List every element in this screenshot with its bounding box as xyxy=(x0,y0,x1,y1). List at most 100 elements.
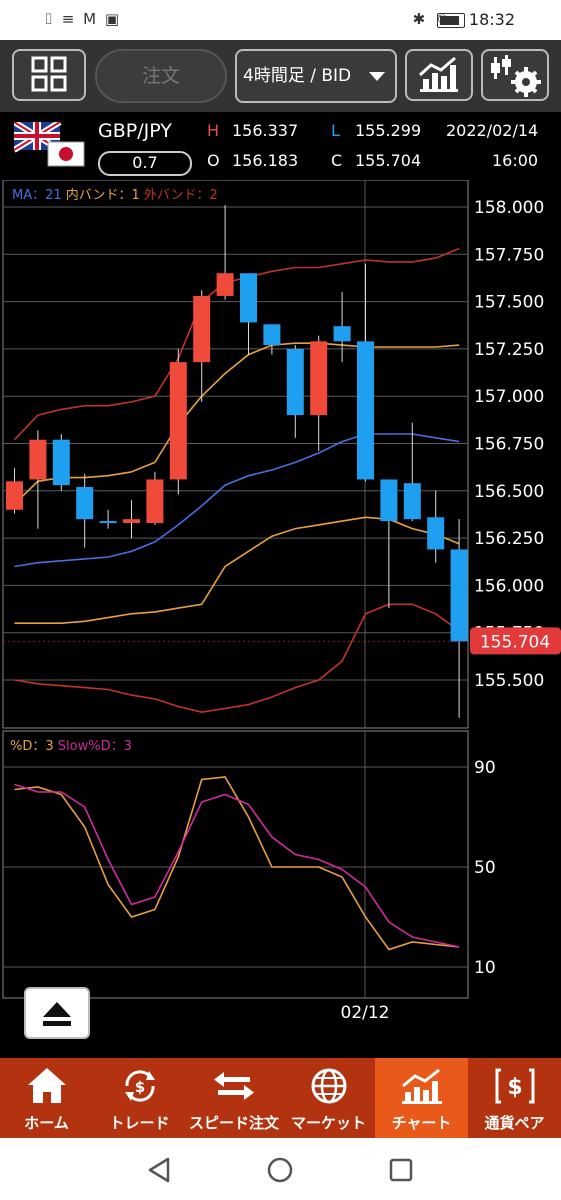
low-value: 155.299 xyxy=(355,121,422,140)
svg-text:$: $ xyxy=(135,1078,145,1096)
notification-icons: ⌷ ≡ M ▣ xyxy=(44,10,121,28)
candle-body xyxy=(146,479,164,523)
inner-band-legend: 内バンド：1 xyxy=(65,188,140,203)
chart-settings-icon xyxy=(491,55,541,97)
nav-currency-pair-label: 通貨ペア xyxy=(484,1114,545,1132)
nav-home-label: ホーム xyxy=(24,1114,69,1132)
main-panel-frame xyxy=(2,179,469,729)
top-toolbar: 注文 4時間足 / BID xyxy=(0,40,561,112)
speed-order-icon xyxy=(214,1072,254,1100)
system-navigation-bar xyxy=(0,1138,561,1200)
candle-body xyxy=(76,487,94,520)
clock: 18:32 xyxy=(468,10,515,29)
price-tick-label: 157.000 xyxy=(474,387,544,407)
period-selector[interactable]: 4時間足 / BID xyxy=(235,49,397,103)
price-tick-label: 156.500 xyxy=(474,482,544,502)
pct-d-legend: %D：3 xyxy=(10,739,54,754)
trade-icon: $ xyxy=(125,1070,155,1102)
chart-type-button[interactable] xyxy=(405,49,473,101)
moving-average-line xyxy=(14,433,460,568)
outer-band-lower-line xyxy=(14,603,460,714)
currency-pair: GBP/JPY xyxy=(98,120,172,142)
oscillator-tick-label: 50 xyxy=(474,858,496,878)
nav-speed-order[interactable]: スピード注文 xyxy=(186,1058,282,1138)
spread-badge: 0.7 xyxy=(98,151,192,176)
close-label: C xyxy=(331,151,343,170)
sub-legend: %D：3 Slow%D：3 xyxy=(10,735,132,754)
currency-pair-icon: $ xyxy=(495,1068,535,1104)
slow-pct-d-legend: Slow%D：3 xyxy=(57,739,132,754)
candle-body xyxy=(193,295,211,363)
nav-speed-order-label: スピード注文 xyxy=(188,1114,279,1132)
eject-icon xyxy=(43,1002,71,1026)
candle-body xyxy=(333,326,351,342)
nav-trade-label: トレード xyxy=(109,1114,170,1132)
oscillator-tick-label: 10 xyxy=(474,958,496,978)
date-tick-label: 02/12 xyxy=(341,1003,390,1023)
market-icon xyxy=(311,1068,347,1104)
candle-body xyxy=(263,324,281,346)
candle-body xyxy=(403,483,421,520)
high-value: 156.337 xyxy=(232,121,299,140)
chart-icon xyxy=(402,1068,442,1104)
quote-info: GBP/JPY 0.7 H 156.337 L 155.299 2022/02/… xyxy=(0,112,561,180)
price-tick-label: 157.750 xyxy=(474,245,544,265)
current-price-value: 155.704 xyxy=(480,632,550,652)
pct-d-line xyxy=(14,776,460,951)
gbp-jpy-flag-icon xyxy=(14,122,85,167)
nav-market-label: マーケット xyxy=(290,1114,366,1132)
candle-body xyxy=(52,439,70,486)
ma-legend: MA：21 xyxy=(12,188,62,203)
chevron-down-icon xyxy=(369,72,385,81)
back-icon[interactable] xyxy=(146,1156,174,1184)
slow-pct-d-line xyxy=(14,783,460,948)
candle-body xyxy=(310,341,328,416)
svg-text:$: $ xyxy=(507,1075,522,1100)
low-label: L xyxy=(331,121,340,140)
candle-body xyxy=(169,362,187,480)
candle-body xyxy=(216,273,234,296)
outer-band-upper-line xyxy=(13,247,460,441)
price-tick-label: 156.000 xyxy=(474,576,544,596)
nav-home[interactable]: ホーム xyxy=(0,1058,93,1138)
nav-market[interactable]: マーケット xyxy=(282,1058,375,1138)
candle-body xyxy=(427,517,445,550)
chart-type-icon xyxy=(418,56,458,92)
recents-icon[interactable] xyxy=(387,1156,415,1184)
current-price-tag xyxy=(470,627,561,655)
high-label: H xyxy=(207,121,220,140)
candle-body xyxy=(6,481,23,510)
nav-currency-pair[interactable]: $ 通貨ペア xyxy=(468,1058,561,1138)
candle-body xyxy=(357,341,374,480)
nav-trade[interactable]: $ トレード xyxy=(93,1058,186,1138)
price-tick-label: 157.500 xyxy=(474,293,544,313)
menu-grid-button[interactable] xyxy=(12,49,86,101)
open-label: O xyxy=(207,151,220,170)
nav-chart[interactable]: チャート xyxy=(375,1058,468,1138)
home-circle-icon[interactable] xyxy=(266,1156,294,1184)
price-tick-label: 158.000 xyxy=(474,198,544,218)
period-label: 4時間足 / BID xyxy=(243,66,352,86)
price-tick-label: 155.500 xyxy=(474,671,544,691)
inner-band-upper-line xyxy=(13,342,460,505)
status-bar: ⌷ ≡ M ▣ ✱ ⍉ 18:32 xyxy=(0,0,561,40)
chart-area[interactable]: 158.000 157.750 157.500 157.250 157.000 156.7… xyxy=(0,179,561,1058)
candle-body xyxy=(380,479,398,522)
candle-body xyxy=(240,273,257,323)
candle-body xyxy=(99,521,117,524)
price-chart[interactable]: 158.000 157.750 157.500 157.250 157.000 156.7… xyxy=(0,179,561,1058)
inner-band-lower-line xyxy=(14,516,460,625)
close-value: 155.704 xyxy=(355,151,422,170)
chart-settings-button[interactable] xyxy=(481,49,549,101)
candle-body xyxy=(123,519,140,523)
candle-body xyxy=(29,439,47,480)
outer-band-legend: 外バンド：2 xyxy=(143,188,218,203)
system-status-icons: ✱ ⍉ xyxy=(412,10,451,28)
order-button[interactable]: 注文 xyxy=(95,49,227,103)
collapse-panel-button[interactable] xyxy=(24,987,90,1039)
quote-time: 16:00 xyxy=(492,151,539,170)
grid-icon xyxy=(31,56,67,92)
bottom-navigation: ホーム $ トレード スピード注文 マーケット チャート xyxy=(0,1058,561,1138)
price-tick-label: 156.750 xyxy=(474,435,544,455)
candle-body xyxy=(450,549,468,642)
